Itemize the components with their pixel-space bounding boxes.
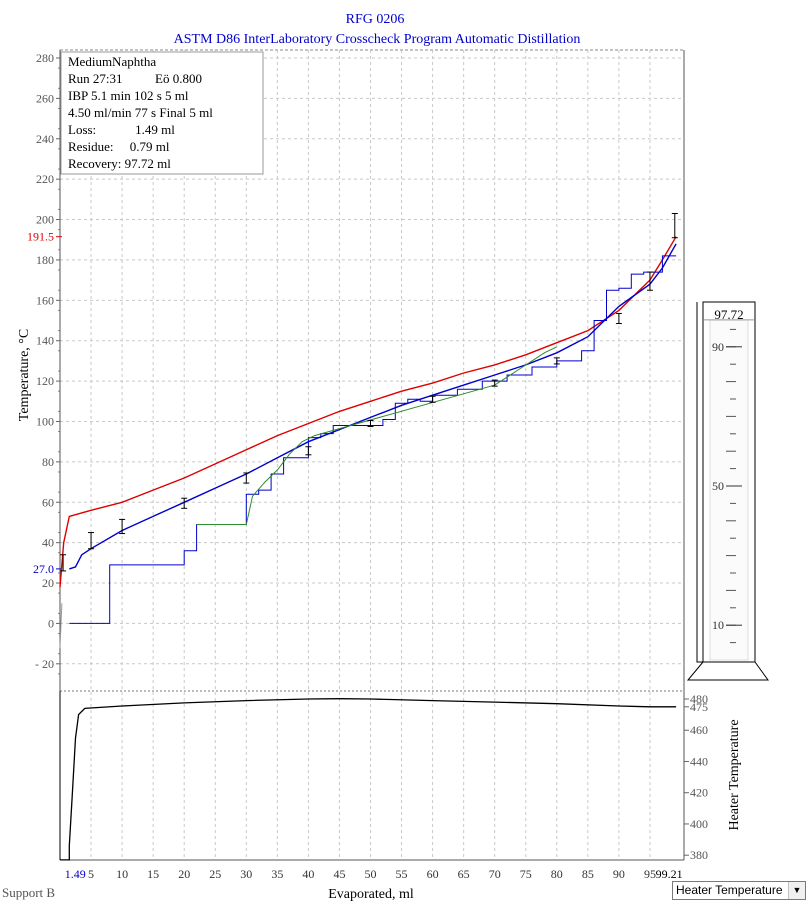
info-sample: MediumNaphtha xyxy=(68,54,156,69)
series-select-value: Heater Temperature xyxy=(676,883,783,897)
x-tick-label: 50 xyxy=(365,867,377,881)
error-bar xyxy=(429,395,436,403)
series-line-blue xyxy=(69,243,677,570)
x-tick-label: 95 xyxy=(644,867,656,881)
x-tick-label: 30 xyxy=(240,867,252,881)
x-tick-label: 20 xyxy=(178,867,190,881)
heater-axis-label: Heater Temperature xyxy=(727,719,742,830)
x-tick-label: 80 xyxy=(551,867,563,881)
y-tick-label: 40 xyxy=(42,536,54,550)
series-group xyxy=(59,236,677,648)
y-tick-label: 100 xyxy=(36,414,54,428)
info-rate: 4.50 ml/min 77 s Final 5 ml xyxy=(68,105,213,120)
heater-y-tick-label: 400 xyxy=(690,817,708,831)
heater-line xyxy=(60,698,677,861)
x-tick-label: 70 xyxy=(489,867,501,881)
heater-y-tick-label: 440 xyxy=(690,754,708,768)
y-tick-label: 200 xyxy=(36,213,54,227)
x-tick-label: 90 xyxy=(613,867,625,881)
info-ibp: IBP 5.1 min 102 s 5 ml xyxy=(68,88,189,103)
x-tick-label: 10 xyxy=(116,867,128,881)
error-bar xyxy=(646,271,653,291)
y-marker-label: 191.5 xyxy=(27,230,54,244)
x-tick-label: 65 xyxy=(458,867,470,881)
error-bar xyxy=(243,472,250,484)
y-tick-label: 80 xyxy=(42,455,54,469)
heater-y-tick-label: 460 xyxy=(690,723,708,737)
series-select[interactable]: Heater Temperature ▼ xyxy=(672,881,806,900)
y-tick-label: 280 xyxy=(36,51,54,65)
heater-series-group xyxy=(59,690,684,861)
y-axis-label: Temperature, °C xyxy=(17,329,32,421)
error-bar xyxy=(615,312,622,325)
x-tick-label: 75 xyxy=(520,867,532,881)
x-tick-label: 15 xyxy=(147,867,159,881)
y-tick-label: 20 xyxy=(42,576,54,590)
x-tick-label: 5 xyxy=(88,867,94,881)
cylinder-level-label: 97.72 xyxy=(714,307,743,322)
y-marker-label: 27.0 xyxy=(33,562,54,576)
cylinder-liquid-fill xyxy=(709,319,749,661)
x-axis-label: Evaporated, ml xyxy=(328,887,414,902)
start-trace xyxy=(59,603,63,648)
x-tick-label: 60 xyxy=(427,867,439,881)
heater-y-tick-label: 420 xyxy=(690,786,708,800)
error-bar xyxy=(60,554,67,572)
chart-subtitle: ASTM D86 InterLaboratory Crosscheck Prog… xyxy=(174,32,581,47)
cylinder-tick-label: 90 xyxy=(712,340,724,354)
y-tick-label: 220 xyxy=(36,172,54,186)
info-run: Run 27:31 Eö 0.800 xyxy=(68,71,202,86)
error-bars xyxy=(60,212,678,572)
series-line-blue xyxy=(69,255,677,624)
heater-y-tick-label: 380 xyxy=(690,848,708,862)
error-bar xyxy=(88,532,95,550)
x-tick-label: 85 xyxy=(582,867,594,881)
y-tick-label: 240 xyxy=(36,132,54,146)
info-box: MediumNaphtha Run 27:31 Eö 0.800 IBP 5.1… xyxy=(60,51,264,175)
y-tick-label: 160 xyxy=(36,293,54,307)
info-residue: Residue: 0.79 ml xyxy=(68,139,170,154)
info-loss: Loss: 1.49 ml xyxy=(68,122,175,137)
y-tick-label: 260 xyxy=(36,91,54,105)
error-bar xyxy=(491,379,498,387)
chevron-down-icon[interactable]: ▼ xyxy=(788,882,805,899)
heater-y-tick-label: 475 xyxy=(690,700,708,714)
x-tick-label: 45 xyxy=(333,867,345,881)
x-start-label: 1.49 xyxy=(65,867,86,881)
y-tick-label: - 20 xyxy=(35,657,54,671)
heater-y-tick-label: 480 xyxy=(690,692,708,706)
support-label: Support B xyxy=(2,885,56,900)
cylinder-tick-label: 10 xyxy=(712,618,724,632)
error-bar xyxy=(305,446,312,456)
x-end-label: 99.21 xyxy=(656,867,683,881)
cylinder-ticks: 10 50 90 xyxy=(712,328,742,644)
series-line-red xyxy=(59,236,677,588)
error-bar xyxy=(553,357,560,365)
y-tick-label: 0 xyxy=(48,616,54,630)
error-bar xyxy=(367,419,374,428)
y-tick-label: 140 xyxy=(36,334,54,348)
x-tick-label: 35 xyxy=(271,867,283,881)
y-tick-label: 120 xyxy=(36,374,54,388)
cylinder-base xyxy=(686,661,769,681)
error-bar xyxy=(671,212,678,239)
series-line-green xyxy=(196,346,558,525)
x-tick-label: 55 xyxy=(396,867,408,881)
y-tick-label: 180 xyxy=(36,253,54,267)
chart-title: RFG 0206 xyxy=(346,12,405,27)
error-bar xyxy=(181,497,188,509)
x-tick-label: 40 xyxy=(302,867,314,881)
info-recovery: Recovery: 97.72 ml xyxy=(68,156,171,171)
error-bar xyxy=(119,518,126,535)
y-tick-label: 60 xyxy=(42,495,54,509)
x-tick-label: 25 xyxy=(209,867,221,881)
cylinder-tick-label: 50 xyxy=(712,479,724,493)
axes: 5 10 15 20 25 30 35 40 45 50 55 60 65 70 75 80 85 90 95 1.4… xyxy=(27,50,708,881)
